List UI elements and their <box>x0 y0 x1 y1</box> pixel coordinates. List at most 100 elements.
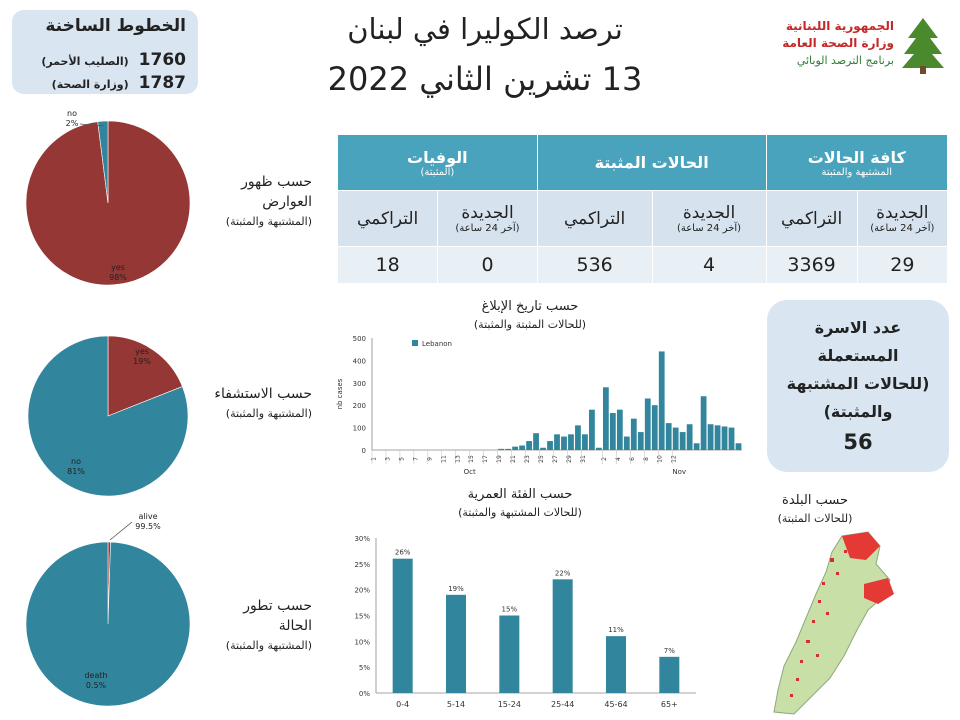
hotlines-box: الخطوط الساخنة 1760 (الصليب الأحمر) 1787 (… <box>12 10 198 94</box>
x-tick-label: 9 <box>426 457 433 461</box>
bar <box>665 423 672 450</box>
x-tick-label: 11 <box>440 455 447 463</box>
col-cumulative: التراكمي <box>536 190 653 247</box>
x-tick-label: 5 <box>398 457 405 461</box>
bar-0-4 <box>392 558 413 693</box>
data-label: 26% <box>395 549 411 557</box>
outcome-label: حسب تطور الحالة (المشتبهة والمثبتة) <box>225 598 312 652</box>
y-tick-label: 15% <box>354 613 370 621</box>
header-all-cases: كافة الحالات المشتبهة والمثبتة <box>765 134 949 191</box>
age-group-bar-chart: 0% 5% 10% 15% 20% 25% 30% 26% 0-4 19% 5-14 15% 15-24… <box>354 535 696 709</box>
pie-slice-alive <box>25 541 191 707</box>
bar <box>498 448 505 450</box>
symptoms-label: حسب ظهور العوارض (المشتبهة والمثبتة) <box>225 174 312 228</box>
bar <box>568 434 574 450</box>
month-label: Oct <box>464 468 476 476</box>
lebanon-shape <box>773 531 891 715</box>
beds-box: عدد الاسرة المستعملة (للحالات المشتبهة و… <box>767 300 949 472</box>
bar <box>630 418 637 450</box>
report-date-title: حسب تاريخ الإبلاغ (للحالات المثبتة والمثب… <box>473 299 587 331</box>
bar <box>700 396 707 450</box>
y-tick-label: 10% <box>354 638 370 646</box>
bar-15-24 <box>499 615 520 693</box>
pie-slice-value: 99.5% <box>135 522 161 531</box>
hotline-label: (وزارة الصحة) <box>51 78 129 91</box>
bar <box>637 432 644 450</box>
hotline-row: 1760 (الصليب الأحمر) <box>41 50 186 70</box>
bar <box>526 441 532 450</box>
pie-slice-value: 81% <box>67 467 85 476</box>
col-new: الجديدة (آخر 24 ساعة) <box>856 190 949 247</box>
bar <box>582 434 588 450</box>
x-tick-label: 3 <box>384 457 391 461</box>
page-date: 13 تشرين الثاني 2022 <box>327 60 643 98</box>
month-label: Nov <box>672 468 686 476</box>
pie-slice-value: 0.5% <box>86 681 107 690</box>
y-tick-label: 20% <box>354 587 370 595</box>
x-tick-label: 15 <box>468 455 475 463</box>
bar <box>616 409 623 450</box>
beds-line: والمثبتة) <box>823 402 893 421</box>
bar <box>658 351 665 450</box>
x-tick-label: 31 <box>580 455 587 463</box>
bar <box>602 387 609 450</box>
bar-25-44 <box>552 579 573 693</box>
x-tick-label: 10 <box>657 455 664 463</box>
bar <box>714 425 721 450</box>
pie-slice-value: 19% <box>133 357 151 366</box>
x-tick-label: 4 <box>615 457 622 461</box>
bar <box>533 433 539 450</box>
bar <box>595 447 602 450</box>
x-tick-label: 17 <box>482 455 489 463</box>
hotline-label: (الصليب الأحمر) <box>41 55 129 68</box>
x-tick-label: 45-64 <box>604 700 627 709</box>
x-tick-label: 6 <box>629 457 636 461</box>
col-new: الجديدة (آخر 24 ساعة) <box>651 190 767 247</box>
x-tick-label: 23 <box>524 455 531 463</box>
bar <box>589 409 595 450</box>
x-tick-label: 1 <box>370 457 377 461</box>
pie-slice-yes <box>107 335 183 417</box>
bar <box>735 443 742 450</box>
y-tick-label: 0 <box>362 447 366 455</box>
pie-slice-label: death <box>84 671 107 680</box>
col-cumulative: التراكمي <box>336 190 439 247</box>
x-tick-label: 5-14 <box>447 700 465 709</box>
beds-line: المستعملة <box>817 346 899 365</box>
bar-5-14 <box>446 594 466 693</box>
age-group-title: حسب الفئة العمرية (للحالات المشتبهة والمث… <box>458 487 582 519</box>
data-label: 11% <box>608 626 624 634</box>
x-tick-label: 25 <box>538 455 545 463</box>
pie-slice-value: 2% <box>66 119 79 128</box>
pie-slice-no <box>27 335 189 497</box>
bar-45-64 <box>606 636 626 693</box>
bar <box>561 436 567 450</box>
y-tick-label: 25% <box>354 561 370 569</box>
bar <box>554 434 560 450</box>
hotline-number: 1760 <box>138 50 186 70</box>
x-tick-label: 27 <box>552 455 559 463</box>
pie-slice-label: no <box>71 457 81 466</box>
x-tick-label: 0-4 <box>396 700 409 709</box>
bar <box>519 445 525 450</box>
value-cell: 4 <box>651 246 767 284</box>
pie-slice-no <box>97 120 109 204</box>
y-tick-label: 30% <box>354 535 370 543</box>
hotline-row: 1787 (وزارة الصحة) <box>52 73 186 93</box>
legend-label: Lebanon <box>422 340 452 348</box>
bar <box>623 436 630 450</box>
legend-swatch <box>412 340 418 346</box>
y-axis-label: nb cases <box>336 378 344 409</box>
pie-slice-label: yes <box>135 347 149 356</box>
bar <box>728 427 735 450</box>
value-cell: 536 <box>536 246 653 284</box>
pie-slice-label: alive <box>138 512 157 521</box>
y-tick-label: 500 <box>353 335 366 343</box>
x-tick-label: 19 <box>496 455 503 463</box>
data-label: 7% <box>664 647 675 655</box>
value-cell: 3369 <box>765 246 858 284</box>
value-cell: 29 <box>856 246 949 284</box>
